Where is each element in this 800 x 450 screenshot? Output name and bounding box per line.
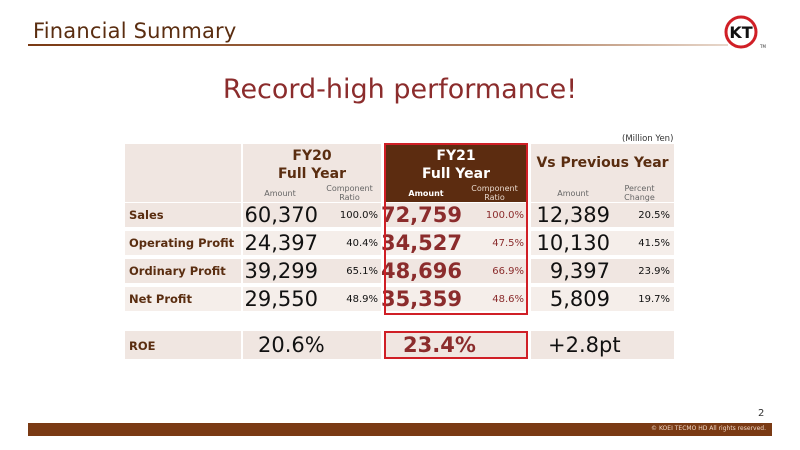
vs-sales: 12,389	[536, 203, 610, 227]
row-bg-2	[125, 231, 674, 255]
vs-roe: +2.8pt	[548, 333, 621, 357]
row-label-sales: Sales	[129, 208, 164, 222]
fy21-operating-profit: 34,527	[380, 231, 462, 255]
fy20-header-cell	[243, 144, 381, 202]
logo-trademark: TM	[759, 44, 766, 49]
fy20-operating-profit-ratio: 40.4%	[346, 238, 378, 249]
vs-sales-pct: 20.5%	[638, 210, 670, 221]
vs-operating-profit-pct: 41.5%	[638, 238, 670, 249]
fy20-roe: 20.6%	[258, 333, 325, 357]
header-divider	[28, 44, 728, 46]
column-gap-3	[528, 144, 531, 360]
fy20-header-line2: Full Year	[277, 166, 346, 182]
fy21-amount-subheader: Amount	[408, 189, 444, 198]
vs-change-subheader: Percent Change	[624, 184, 655, 202]
row-label-ordinary-profit: Ordinary Profit	[129, 264, 226, 278]
fy20-net-profit: 29,550	[244, 287, 318, 311]
fy21-sales: 72,759	[380, 203, 462, 227]
fy20-net-profit-ratio: 48.9%	[346, 294, 378, 305]
logo-letters: KT	[729, 23, 752, 42]
fy20-ordinary-profit-ratio: 65.1%	[346, 266, 378, 277]
fy20-ordinary-profit: 39,299	[244, 259, 318, 283]
vs-amount-subheader: Amount	[557, 189, 589, 198]
fy21-net-profit-ratio: 48.6%	[492, 294, 524, 305]
fy21-net-profit: 35,359	[380, 287, 462, 311]
fy21-ordinary-profit: 48,696	[380, 259, 462, 283]
fy21-header-cell	[385, 144, 527, 202]
row-bg-4	[125, 287, 674, 311]
fy21-sales-ratio: 100.0%	[485, 210, 524, 221]
page-number: 2	[758, 408, 765, 419]
fy21-header-line2: Full Year	[421, 166, 490, 182]
footer-bar: © KOEI TECMO HD All rights reserved.	[28, 423, 772, 436]
fy21-roe: 23.4%	[403, 333, 476, 357]
vs-net-profit: 5,809	[549, 287, 610, 311]
row-label-roe: ROE	[129, 339, 156, 353]
koei-tecmo-logo: KT TM	[722, 14, 768, 52]
header-row-label-cell	[125, 144, 241, 202]
fy20-operating-profit: 24,397	[244, 231, 318, 255]
fy20-ratio-subheader: Component Ratio	[326, 184, 373, 202]
vs-ordinary-profit: 9,397	[549, 259, 610, 283]
row-label-operating-profit: Operating Profit	[129, 236, 235, 250]
vs-net-profit-pct: 19.7%	[638, 294, 670, 305]
column-gap-1	[241, 144, 243, 360]
fy20-sales: 60,370	[244, 203, 318, 227]
row-bg-3	[125, 259, 674, 283]
roe-row-bg	[125, 331, 674, 359]
fy21-ratio-subheader: Component Ratio	[471, 184, 518, 202]
row-label-net-profit: Net Profit	[129, 292, 192, 306]
fy20-amount-subheader: Amount	[264, 189, 296, 198]
fy21-header-line1: FY21	[436, 148, 476, 164]
column-gap-2	[381, 144, 384, 360]
fy20-header-line1: FY20	[292, 148, 332, 164]
roe-highlight-frame	[384, 331, 528, 359]
copyright-text: © KOEI TECMO HD All rights reserved.	[651, 425, 766, 432]
vs-ordinary-profit-pct: 23.9%	[638, 266, 670, 277]
slide-section-title: Financial Summary	[33, 19, 237, 43]
fy20-sales-ratio: 100.0%	[339, 210, 378, 221]
vs-header-cell	[531, 144, 674, 202]
fy21-operating-profit-ratio: 47.5%	[492, 238, 524, 249]
fy21-ordinary-profit-ratio: 66.9%	[492, 266, 524, 277]
vs-operating-profit: 10,130	[536, 231, 610, 255]
fy21-highlight-frame	[384, 143, 528, 315]
vs-header: Vs Previous Year	[536, 155, 669, 171]
slide-headline: Record-high performance!	[222, 74, 578, 105]
row-bg-1	[125, 203, 674, 227]
unit-note: (Million Yen)	[622, 134, 674, 144]
